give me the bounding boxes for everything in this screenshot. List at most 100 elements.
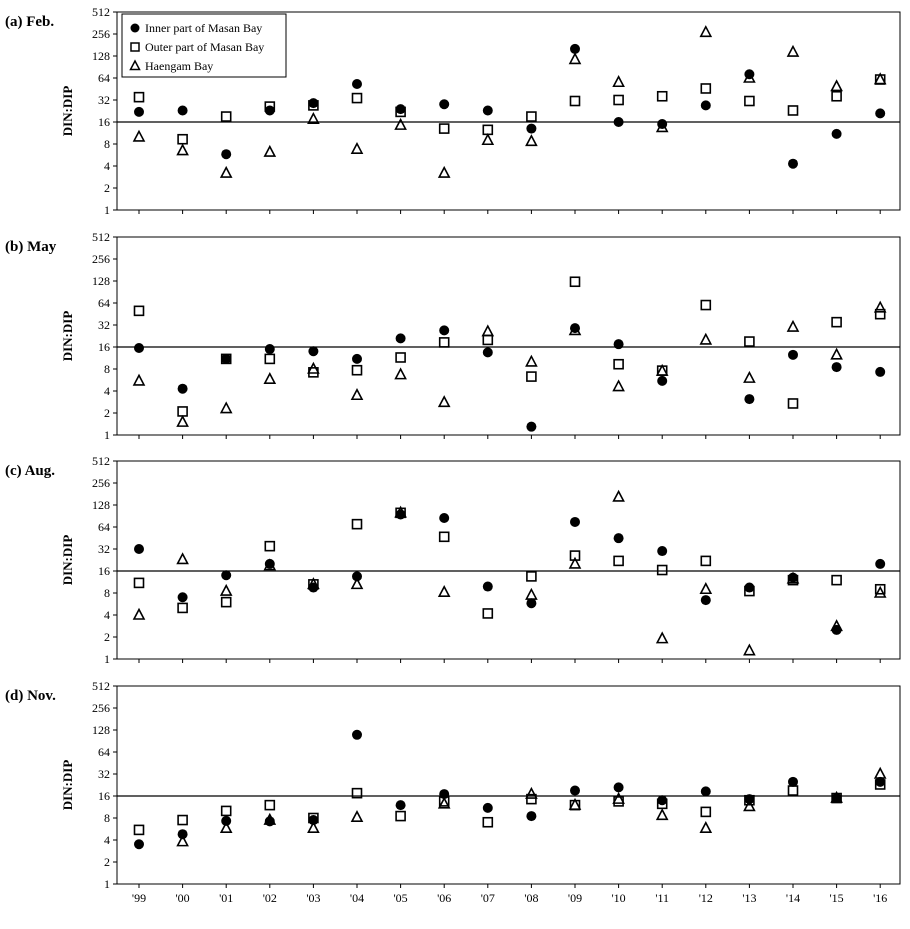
data-point-outer-masan (526, 111, 537, 122)
data-point-outer-masan (220, 111, 232, 122)
data-point-outer-masan (177, 133, 188, 145)
data-point-inner-masan (744, 794, 755, 805)
data-point-outer-masan (264, 799, 276, 811)
x-tick-label: '99 (132, 891, 146, 905)
y-tick-label: 8 (104, 586, 110, 600)
plot-frame (116, 460, 901, 660)
data-point-haengam (743, 799, 756, 812)
data-point-inner-masan (613, 339, 624, 350)
data-point-haengam (263, 558, 277, 571)
x-tick-label: '09 (568, 891, 582, 905)
data-point-inner-masan (352, 353, 362, 364)
y-tick-label: 128 (92, 274, 110, 288)
y-tick-label: 1 (104, 877, 110, 891)
data-point-haengam (743, 370, 756, 383)
data-point-haengam (873, 766, 887, 779)
data-point-inner-masan (439, 99, 450, 110)
data-point-outer-masan (482, 124, 494, 136)
data-point-haengam (263, 371, 277, 385)
data-point-outer-masan (351, 92, 363, 104)
data-point-outer-masan (482, 608, 494, 619)
data-point-haengam (132, 129, 146, 142)
data-point-inner-masan (788, 349, 798, 360)
y-tick-label: 128 (92, 723, 110, 737)
data-point-haengam (525, 134, 538, 147)
data-point-inner-masan (439, 512, 450, 523)
data-point-outer-masan (744, 95, 755, 107)
x-tick-label: '02 (263, 891, 277, 905)
y-tick-label: 4 (104, 159, 110, 173)
data-point-inner-masan (482, 581, 493, 592)
data-point-haengam (307, 820, 320, 834)
data-point-haengam (568, 323, 582, 336)
data-point-haengam (830, 347, 843, 360)
data-point-inner-masan (308, 346, 319, 357)
data-point-inner-masan (264, 344, 275, 355)
data-point-inner-masan (395, 800, 406, 811)
data-point-outer-masan (395, 352, 406, 363)
data-point-outer-masan (700, 806, 712, 818)
data-point-inner-masan (831, 793, 842, 804)
y-tick-label: 128 (92, 498, 110, 512)
x-tick-label: '14 (786, 891, 800, 905)
data-point-inner-masan (788, 776, 798, 787)
data-point-inner-masan (134, 544, 144, 554)
data-point-haengam (699, 332, 713, 345)
data-point-haengam (176, 143, 189, 156)
y-tick-label: 8 (104, 137, 110, 151)
data-point-inner-masan (570, 43, 580, 54)
data-point-inner-masan (177, 105, 188, 116)
data-point-haengam (307, 577, 320, 590)
data-point-haengam (612, 489, 625, 502)
y-tick-label: 32 (98, 93, 110, 107)
data-point-haengam (873, 300, 887, 313)
data-point-outer-masan (787, 785, 799, 796)
y-axis-label: DIN:DIP (60, 535, 75, 586)
data-point-inner-masan (395, 333, 406, 344)
data-point-haengam (699, 582, 713, 595)
data-point-haengam (176, 834, 189, 847)
x-tick-label: '15 (830, 891, 844, 905)
data-point-inner-masan (570, 516, 580, 527)
panel-label: (a) Feb. (5, 14, 54, 30)
data-point-haengam (437, 584, 451, 598)
y-tick-label: 256 (92, 476, 110, 490)
data-point-inner-masan (788, 158, 798, 169)
x-tick-label: '10 (612, 891, 626, 905)
x-tick-label: '06 (437, 891, 451, 905)
data-point-inner-masan (352, 78, 362, 89)
legend-marker-square (130, 42, 140, 52)
y-tick-label: 2 (104, 181, 110, 195)
y-tick-label: 256 (92, 701, 110, 715)
data-point-haengam (830, 79, 843, 92)
y-tick-label: 4 (104, 608, 110, 622)
data-point-haengam (350, 141, 364, 154)
x-tick-label: '01 (219, 891, 233, 905)
x-tick-label: '04 (350, 891, 364, 905)
data-point-outer-masan (526, 571, 537, 582)
data-point-inner-masan (526, 811, 537, 822)
data-point-outer-masan (264, 540, 276, 552)
data-point-haengam (568, 52, 582, 65)
y-tick-label: 2 (104, 855, 110, 869)
y-tick-label: 16 (98, 115, 110, 129)
data-point-haengam (481, 324, 495, 337)
data-point-haengam (350, 577, 364, 590)
data-point-inner-masan (177, 383, 188, 394)
data-point-inner-masan (744, 394, 755, 405)
data-point-outer-masan (438, 123, 450, 134)
legend-label: Haengam Bay (145, 59, 213, 73)
data-point-outer-masan (831, 574, 842, 586)
data-point-haengam (437, 395, 451, 408)
data-point-outer-masan (569, 276, 581, 288)
data-point-inner-masan (657, 546, 668, 557)
data-point-inner-masan (221, 815, 232, 826)
data-point-outer-masan (526, 793, 537, 805)
data-point-haengam (263, 144, 277, 157)
data-point-outer-masan (177, 602, 188, 614)
data-point-outer-masan (787, 398, 799, 409)
y-axis-label: DIN:DIP (60, 86, 75, 137)
panel-label: (b) May (5, 239, 57, 255)
data-point-inner-masan (613, 782, 624, 793)
